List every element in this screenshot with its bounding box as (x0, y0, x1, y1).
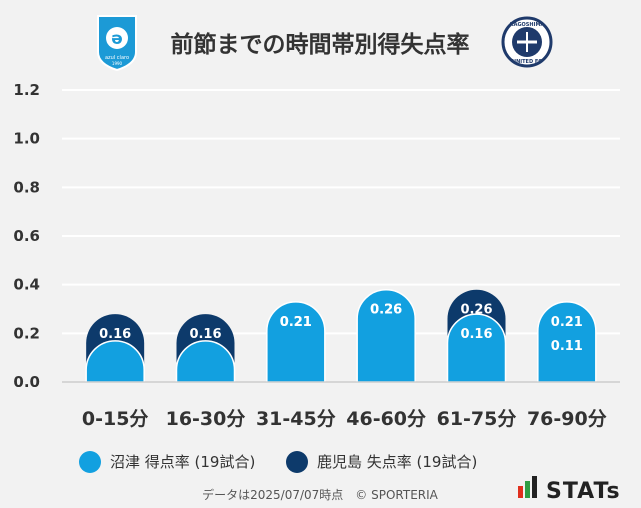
x-tick-label: 61-75分 (437, 408, 517, 430)
value-label-kagoshima: 0.16 (99, 327, 131, 342)
value-labels: 0.16 0.160.210.210.260.26 0.260.160.110.21 (99, 303, 583, 355)
value-label-numazu: 0.21 (280, 315, 312, 330)
stats-logo-bar-dark (532, 476, 537, 498)
right-team-logo: KAGOSHIMA UNITED FC (501, 16, 553, 68)
legend-swatch-numazu (79, 451, 101, 473)
left-logo-year: 1990 (112, 61, 123, 66)
y-axis: 0.0 0.2 0.4 0.6 0.8 1.0 1.2 (13, 81, 40, 391)
left-logo-mark: ə (111, 29, 123, 49)
bar-numazu (175, 340, 236, 382)
y-tick-label: 0.6 (13, 227, 40, 245)
value-label-numazu: 0.16 (460, 327, 492, 342)
stats-logo-bar-red (518, 486, 523, 498)
value-label-kagoshima: 0.21 (280, 315, 312, 330)
value-label-numazu: 0.26 (370, 303, 402, 318)
bar-numazu (446, 313, 507, 382)
value-label-kagoshima: 0.11 (551, 339, 583, 354)
x-axis: 0-15分 16-30分 31-45分 46-60分 61-75分 76-90分 (82, 408, 607, 430)
left-logo-sub: azul claro (105, 55, 129, 61)
legend-swatch-kagoshima (286, 451, 308, 473)
x-tick-label: 46-60分 (346, 408, 426, 430)
x-tick-label: 0-15分 (82, 408, 149, 430)
x-tick-label: 76-90分 (527, 408, 607, 430)
value-label-numazu: 0.21 (551, 315, 583, 330)
value-label-kagoshima: 0.16 (189, 327, 221, 342)
x-tick-label: 31-45分 (256, 408, 336, 430)
y-tick-label: 1.0 (13, 130, 40, 148)
value-label-kagoshima: 0.26 (370, 303, 402, 318)
legend-item-numazu: 沼津 得点率 (19試合) (79, 451, 255, 473)
legend-item-kagoshima: 鹿児島 失点率 (19試合) (286, 451, 477, 473)
y-tick-label: 0.2 (13, 324, 40, 342)
left-team-logo: ə azul claro 1990 (97, 15, 137, 72)
y-tick-label: 0.0 (13, 373, 40, 391)
chart-title: 前節までの時間帯別得失点率 (171, 31, 470, 58)
right-logo-ring-top: KAGOSHIMA (510, 22, 545, 28)
bar-numazu (537, 301, 597, 382)
bar-numazu (85, 340, 145, 382)
gridlines (62, 89, 620, 335)
stats-logo: STATs (518, 476, 621, 504)
legend-label-numazu: 沼津 得点率 (19試合) (110, 453, 255, 471)
legend: 沼津 得点率 (19試合) 鹿児島 失点率 (19試合) (79, 451, 477, 473)
bars (85, 289, 597, 382)
stats-logo-bar-green (525, 481, 530, 498)
bar-numazu (356, 289, 416, 382)
x-tick-label: 16-30分 (166, 408, 246, 430)
y-tick-label: 0.4 (13, 276, 40, 294)
y-tick-label: 1.2 (13, 81, 40, 99)
bar-numazu (266, 301, 326, 382)
value-label-kagoshima: 0.26 (460, 303, 492, 318)
footer-note: データは2025/07/07時点 © SPORTERIA (202, 487, 439, 502)
legend-label-kagoshima: 鹿児島 失点率 (19試合) (317, 453, 477, 471)
right-logo-ring-bottom: UNITED FC (512, 59, 542, 65)
stats-logo-text: STATs (546, 479, 621, 504)
y-tick-label: 0.8 (13, 178, 40, 196)
